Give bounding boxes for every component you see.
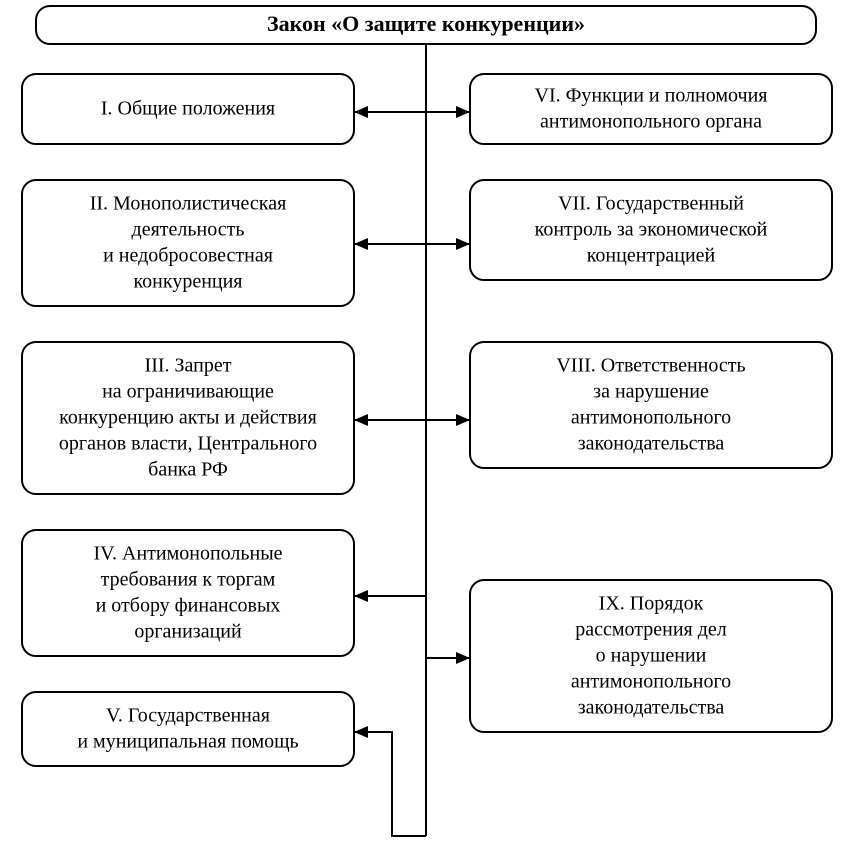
node-text-line: законодательства: [578, 433, 725, 455]
node-text-line: IV. Антимонопольные: [93, 543, 282, 565]
node-text-line: I. Общие положения: [101, 98, 275, 120]
node-text-line: за нарушение: [593, 381, 709, 403]
node-text-line: конкуренция: [133, 271, 242, 293]
title-text: Закон «О защите конкуренции»: [267, 11, 585, 36]
node-box: [22, 692, 354, 766]
node-text-line: и муниципальная помощь: [77, 731, 298, 753]
node-text-line: деятельность: [132, 219, 245, 241]
node-text-line: органов власти, Центрального: [59, 433, 317, 455]
node-text-line: V. Государственная: [106, 705, 270, 727]
node-text-line: III. Запрет: [145, 355, 232, 377]
node-text-line: антимонопольного: [571, 407, 731, 429]
node-text-line: VIII. Ответственность: [556, 355, 745, 377]
node-text-line: контроль за экономической: [535, 219, 768, 241]
node-text-line: и недобросовестная: [103, 245, 273, 267]
node-text-line: II. Монополистическая: [90, 193, 287, 215]
node-text-line: о нарушении: [596, 645, 707, 667]
node-text-line: VI. Функции и полномочия: [535, 85, 768, 107]
node-text-line: организаций: [134, 621, 242, 643]
connector-elbow: [354, 732, 426, 836]
node-text-line: IX. Порядок: [599, 593, 704, 615]
node-text-line: антимонопольного органа: [540, 111, 762, 133]
node-text-line: концентрацией: [587, 245, 716, 267]
node-text-line: банка РФ: [148, 459, 228, 481]
node-text-line: антимонопольного: [571, 671, 731, 693]
node-text-line: и отбору финансовых: [96, 595, 281, 617]
node-text-line: конкуренцию акты и действия: [59, 407, 317, 429]
node-text-line: на ограничивающие: [102, 381, 274, 403]
node-text-line: законодательства: [578, 697, 725, 719]
node-text-line: рассмотрения дел: [575, 619, 727, 641]
node-text-line: требования к торгам: [101, 569, 276, 591]
node-text-line: VII. Государственный: [558, 193, 744, 215]
